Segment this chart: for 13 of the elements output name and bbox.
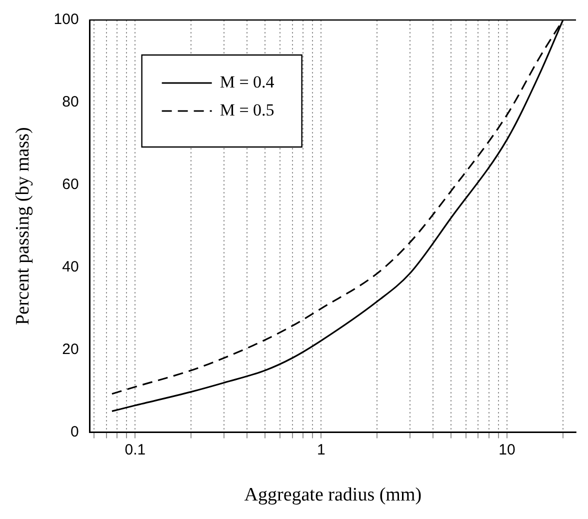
x-tick-label: 10 — [498, 441, 516, 458]
y-tick-label: 40 — [62, 258, 79, 276]
y-tick-label: 20 — [62, 340, 79, 358]
legend-label: M = 0.5 — [220, 100, 274, 120]
legend-label: M = 0.4 — [220, 72, 275, 92]
y-tick-label: 60 — [62, 176, 79, 194]
x-tick-label: 1 — [316, 441, 326, 458]
y-tick-label: 0 — [70, 423, 79, 440]
x-tick-label: 0.1 — [124, 441, 146, 458]
y-tick-label: 100 — [54, 11, 79, 28]
y-tick-label: 80 — [62, 94, 79, 111]
x-axis-title: Aggregate radius (mm) — [244, 484, 422, 506]
y-axis-title: Percent passing (by mass) — [12, 127, 34, 326]
